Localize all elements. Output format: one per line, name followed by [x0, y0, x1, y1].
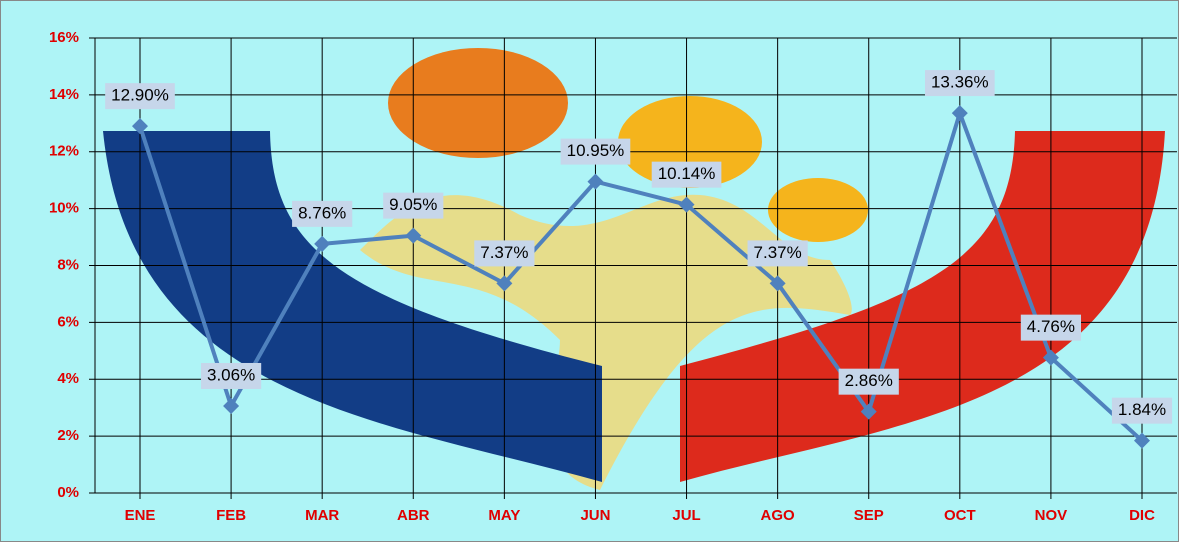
data-label: 7.37% [754, 243, 802, 262]
data-label: 13.36% [931, 73, 989, 92]
y-tick-label: 10% [49, 200, 79, 217]
data-label: 1.84% [1118, 400, 1166, 419]
x-tick-label: DIC [1129, 507, 1155, 524]
x-tick-label: FEB [216, 507, 246, 524]
data-label: 10.14% [658, 164, 716, 183]
x-tick-label: AGO [761, 507, 796, 524]
y-tick-label: 6% [57, 313, 79, 330]
data-label: 10.95% [567, 141, 625, 160]
y-tick-label: 4% [57, 370, 79, 387]
y-tick-label: 0% [57, 484, 79, 501]
x-tick-label: JUN [580, 507, 610, 524]
x-tick-label: MAY [488, 507, 520, 524]
x-tick-label: ABR [397, 507, 430, 524]
x-tick-label: OCT [944, 507, 976, 524]
data-label: 2.86% [845, 371, 893, 390]
data-label: 9.05% [389, 195, 437, 214]
chart: 0% 2% 4% 6% 8% 10% 12% 14% 16% ENE FEB MAR ABR MAY JUN… [0, 0, 1179, 542]
data-label: 3.06% [207, 365, 255, 384]
x-tick-label: MAR [305, 507, 339, 524]
data-label: 4.76% [1027, 317, 1075, 336]
data-label: 12.90% [111, 86, 169, 105]
x-tick-label: JUL [672, 507, 700, 524]
y-tick-label: 8% [57, 256, 79, 273]
data-label: 7.37% [480, 243, 528, 262]
y-tick-label: 2% [57, 427, 79, 444]
x-tick-label: ENE [125, 507, 156, 524]
x-tick-label: SEP [854, 507, 884, 524]
y-tick-label: 12% [49, 143, 79, 160]
data-label: 8.76% [298, 203, 346, 222]
y-tick-label: 16% [49, 29, 79, 46]
x-tick-label: NOV [1035, 507, 1068, 524]
y-tick-label: 14% [49, 86, 79, 103]
